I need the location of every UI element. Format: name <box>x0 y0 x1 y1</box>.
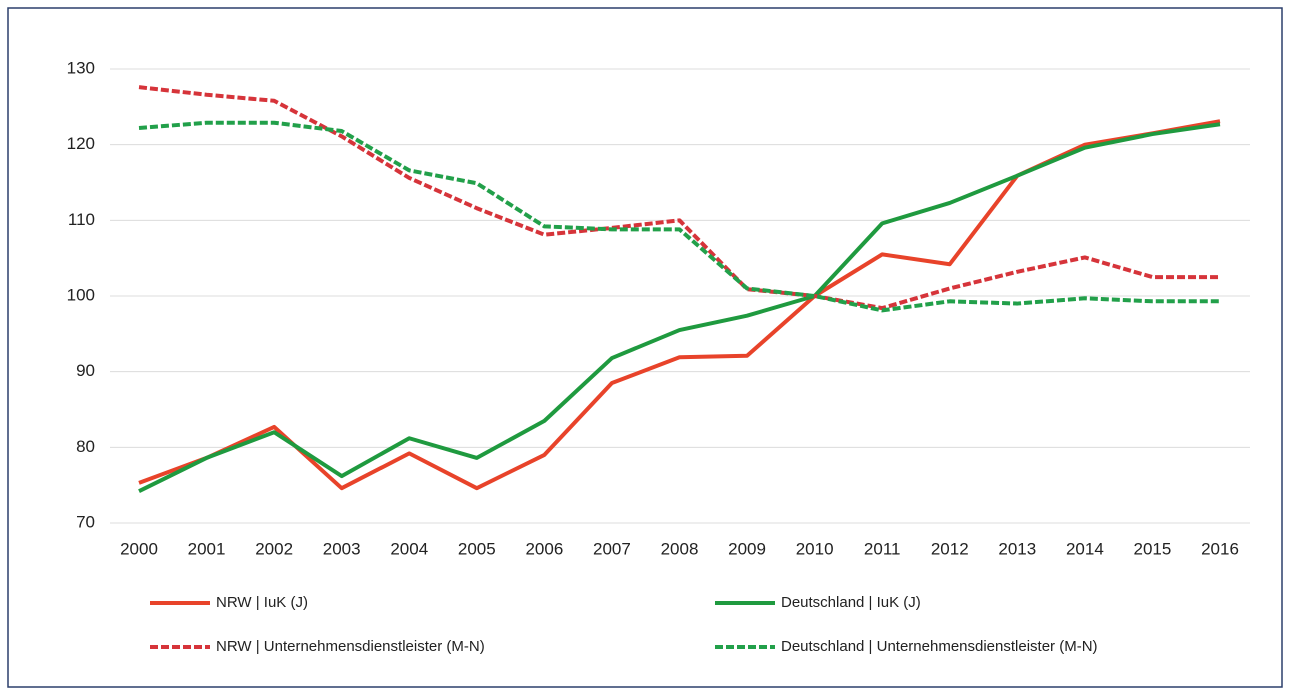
line-series <box>138 122 1221 494</box>
line-series <box>138 120 1220 313</box>
y-tick-label: 70 <box>76 512 95 531</box>
x-tick-label: 2012 <box>931 539 969 558</box>
y-tick-label: 80 <box>76 437 95 456</box>
x-tick-label: 2003 <box>323 539 361 558</box>
x-tick-label: 2007 <box>593 539 631 558</box>
x-tick-label: 2000 <box>120 539 158 558</box>
y-tick-label: 130 <box>67 58 95 77</box>
y-tick-label: 100 <box>67 285 95 304</box>
x-tick-label: 2002 <box>255 539 293 558</box>
x-tick-label: 2004 <box>390 539 428 558</box>
y-tick-label: 120 <box>67 134 95 153</box>
x-tick-label: 2013 <box>998 539 1036 558</box>
x-tick-label: 2001 <box>188 539 226 558</box>
legend-label: Deutschland | Unternehmensdienstleister … <box>781 638 1098 655</box>
x-tick-label: 2014 <box>1066 539 1104 558</box>
x-tick-label: 2011 <box>864 539 901 558</box>
legend-label: NRW | IuK (J) <box>216 594 308 611</box>
x-tick-label: 2009 <box>728 539 766 558</box>
frame <box>7 7 1283 688</box>
legend-label: Deutschland | IuK (J) <box>781 594 921 611</box>
x-tick-label: 2008 <box>661 539 699 558</box>
x-tick-label: 2015 <box>1134 539 1172 558</box>
line-series <box>138 85 1220 311</box>
legend-label: NRW | Unternehmensdienstleister (M-N) <box>216 638 485 655</box>
x-tick-label: 2006 <box>525 539 563 558</box>
line-series <box>138 119 1221 491</box>
x-tick-label: 2016 <box>1201 539 1239 558</box>
y-tick-label: 90 <box>76 361 95 380</box>
x-tick-label: 2005 <box>458 539 496 558</box>
x-tick-label: 2010 <box>796 539 834 558</box>
y-tick-label: 110 <box>68 210 95 229</box>
